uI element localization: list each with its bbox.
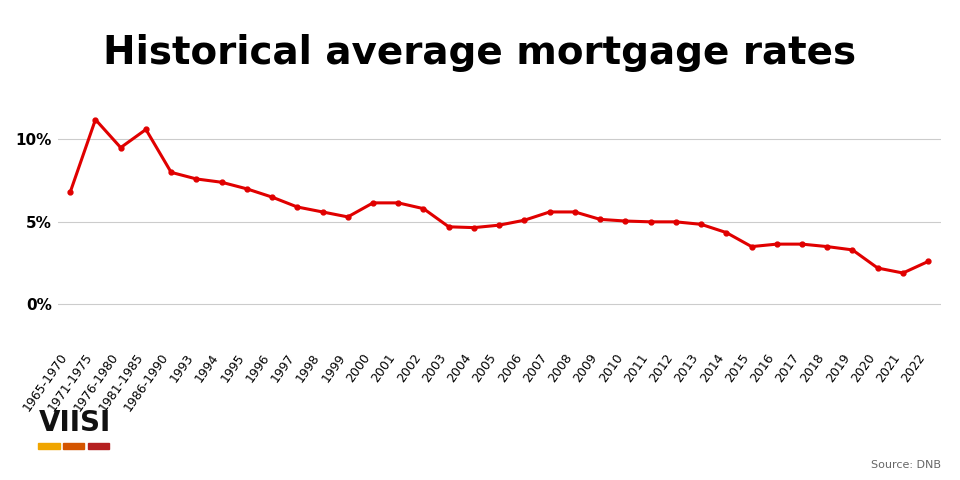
Text: Source: DNB: Source: DNB: [871, 460, 941, 470]
Text: Historical average mortgage rates: Historical average mortgage rates: [104, 34, 856, 72]
Text: VIISI: VIISI: [38, 409, 110, 437]
